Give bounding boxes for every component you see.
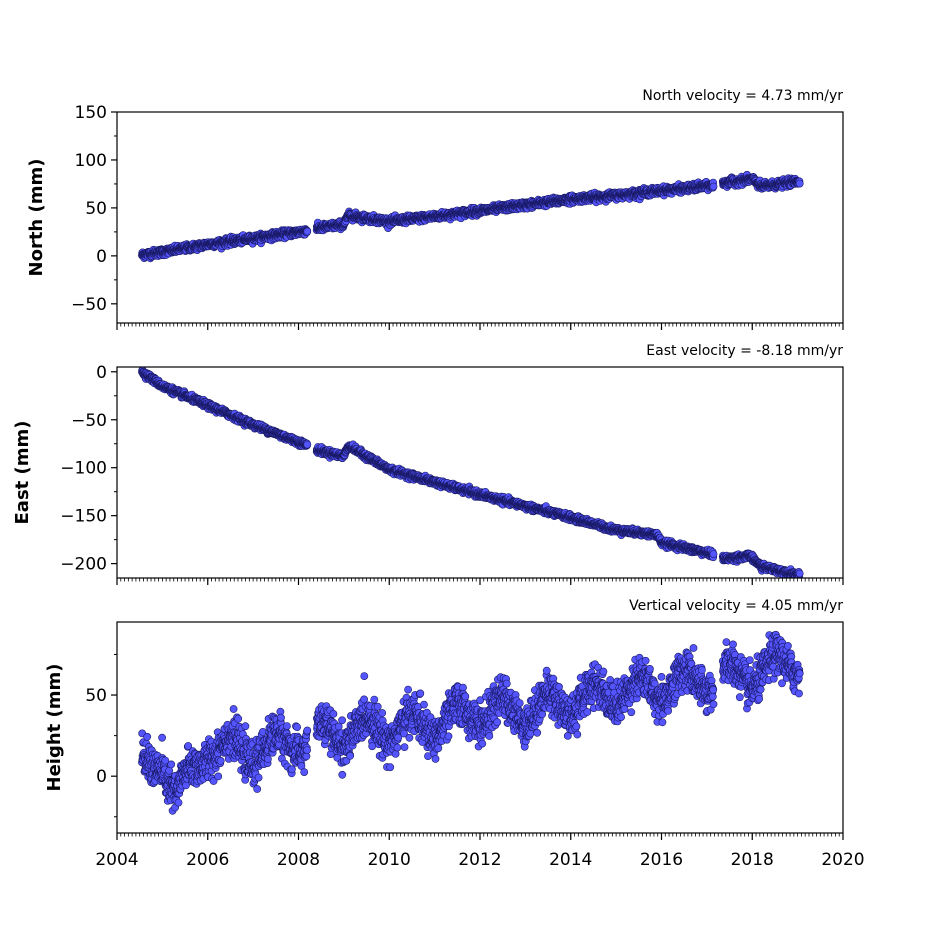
east-points bbox=[138, 367, 804, 578]
y-tick-label: 100 bbox=[75, 151, 107, 171]
data-point bbox=[303, 227, 312, 236]
y-tick-label: −50 bbox=[71, 295, 107, 315]
north-velocity-label: North velocity = 4.73 mm/yr bbox=[642, 88, 843, 104]
data-point bbox=[795, 179, 804, 188]
north-points bbox=[138, 170, 804, 263]
data-point bbox=[303, 440, 312, 449]
north-panel: −50 0 50 100 150 North velocity = 4.73 mm/yr N… bbox=[26, 88, 844, 330]
data-point bbox=[709, 182, 718, 191]
north-ylabel: North (mm) bbox=[26, 159, 47, 277]
y-tick-label: 50 bbox=[85, 199, 107, 219]
y-tick-label: 150 bbox=[75, 103, 107, 123]
y-tick-label: 0 bbox=[96, 247, 107, 267]
